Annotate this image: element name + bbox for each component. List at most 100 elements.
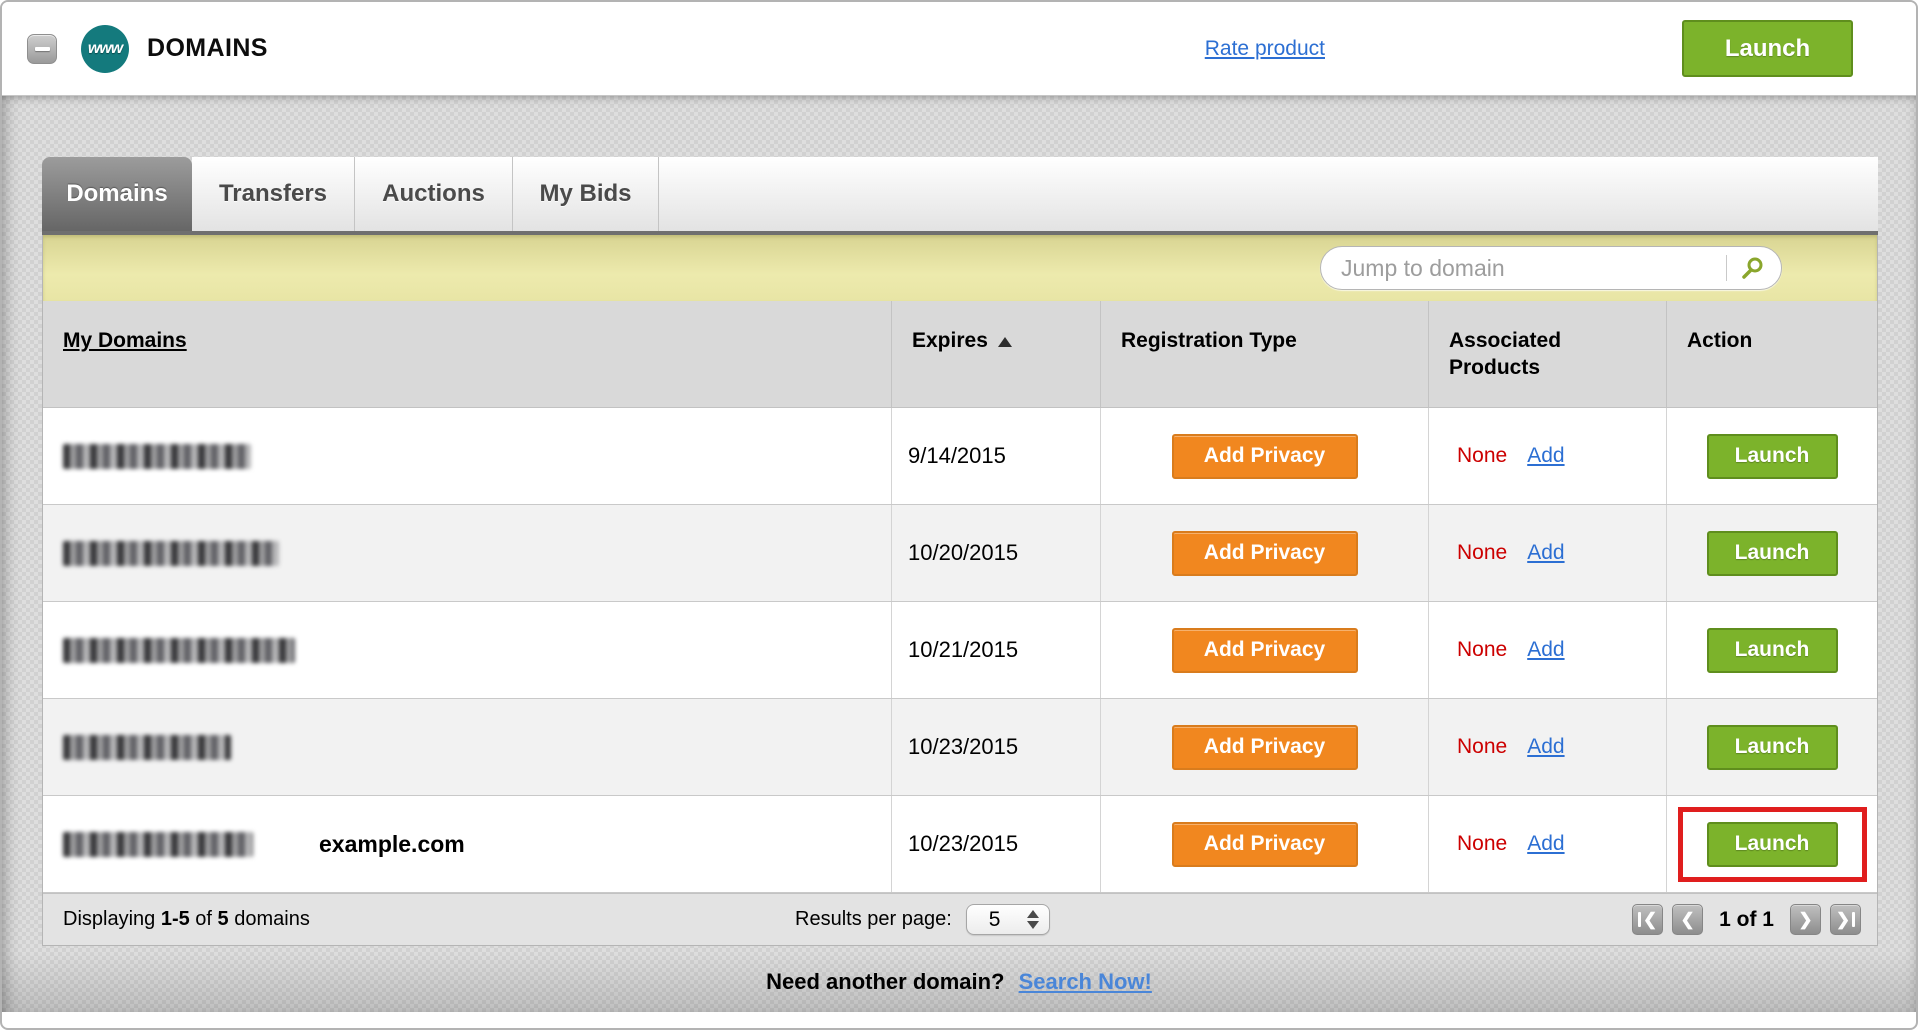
- action-cell: Launch: [1667, 796, 1877, 892]
- table-row: 10/20/2015 Add Privacy None Add Launch: [43, 505, 1877, 602]
- search-now-link[interactable]: Search Now!: [1018, 969, 1152, 994]
- associated-none-value: None: [1457, 735, 1508, 758]
- domains-panel: Domains Transfers Auctions My Bids: [42, 157, 1878, 946]
- action-cell: Launch: [1667, 408, 1877, 504]
- registration-cell: Add Privacy: [1101, 602, 1429, 698]
- search-button[interactable]: [1739, 254, 1767, 282]
- search-input[interactable]: [1341, 254, 1718, 282]
- results-per-page-value: 5: [988, 907, 1001, 931]
- expires-cell: 10/23/2015: [892, 699, 1101, 795]
- page-status: 1 of 1: [1719, 907, 1774, 931]
- previous-page-button[interactable]: ❮: [1672, 904, 1704, 935]
- add-privacy-button[interactable]: Add Privacy: [1171, 530, 1358, 576]
- chevron-right-icon: ❯: [1798, 910, 1813, 929]
- add-product-link[interactable]: Add: [1527, 832, 1565, 855]
- expires-cell: 10/23/2015: [892, 796, 1101, 892]
- associated-cell: None Add: [1429, 408, 1667, 504]
- displaying-label: Displaying: [63, 908, 156, 930]
- page-background: Domains Transfers Auctions My Bids: [2, 96, 1916, 1012]
- action-cell: Launch: [1667, 505, 1877, 601]
- column-header-action: Action: [1687, 329, 1753, 352]
- collapse-button[interactable]: [27, 33, 57, 64]
- domain-cell: example.com: [43, 796, 892, 892]
- row-launch-button[interactable]: Launch: [1706, 433, 1838, 479]
- example-domain-label: example.com: [319, 830, 465, 857]
- first-page-bar-icon: [1638, 912, 1642, 927]
- associated-cell: None Add: [1429, 505, 1667, 601]
- expires-label: Expires: [912, 329, 988, 352]
- associated-cell: None Add: [1429, 796, 1667, 892]
- chevron-left-icon: ❮: [1680, 910, 1695, 929]
- redacted-domain: [63, 637, 295, 663]
- add-product-link[interactable]: Add: [1527, 444, 1565, 467]
- add-privacy-button[interactable]: Add Privacy: [1171, 724, 1358, 770]
- need-domain-text: Need another domain?: [766, 969, 1005, 994]
- domain-cell: [43, 602, 892, 698]
- chevron-left-icon: ❮: [1643, 910, 1658, 929]
- tab-my-bids[interactable]: My Bids: [513, 157, 659, 231]
- first-page-button[interactable]: ❮: [1632, 904, 1664, 935]
- tab-auctions[interactable]: Auctions: [355, 157, 513, 231]
- action-cell: Launch: [1667, 602, 1877, 698]
- table-row: 10/23/2015 Add Privacy None Add Launch: [43, 699, 1877, 796]
- tab-bar-filler: [659, 157, 1878, 231]
- magnifier-icon: [1742, 257, 1763, 279]
- www-domain-icon: www: [81, 24, 129, 73]
- add-privacy-button[interactable]: Add Privacy: [1171, 433, 1358, 479]
- minus-icon: [34, 46, 50, 51]
- add-privacy-button[interactable]: Add Privacy: [1171, 627, 1358, 673]
- registration-cell: Add Privacy: [1101, 408, 1429, 504]
- row-launch-button[interactable]: Launch: [1706, 724, 1838, 770]
- table-row-example-com: example.com 10/23/2015 Add Privacy None A…: [43, 796, 1877, 893]
- column-header-associated-products: Associated Products: [1429, 301, 1667, 407]
- associated-none-value: None: [1457, 444, 1508, 467]
- column-header-registration-type: Registration Type: [1101, 301, 1429, 407]
- red-highlight-box: Launch: [1677, 806, 1867, 882]
- column-header-expires[interactable]: Expires: [892, 301, 1101, 407]
- domain-cell: [43, 505, 892, 601]
- header-launch-button[interactable]: Launch: [1682, 20, 1853, 77]
- associated-none-value: None: [1457, 638, 1508, 661]
- search-toolbar: [43, 235, 1877, 301]
- domain-cell: [43, 408, 892, 504]
- my-domains-sort-link[interactable]: My Domains: [63, 329, 187, 352]
- row-launch-button[interactable]: Launch: [1706, 530, 1838, 576]
- expires-cell: 10/21/2015: [892, 602, 1101, 698]
- registration-cell: Add Privacy: [1101, 796, 1429, 892]
- last-page-button[interactable]: ❯: [1830, 904, 1861, 935]
- rate-product-link[interactable]: Rate product: [1204, 36, 1325, 60]
- table-row: 9/14/2015 Add Privacy None Add Launch: [43, 408, 1877, 505]
- items-label: domains: [234, 908, 310, 930]
- redacted-domain: [63, 540, 279, 566]
- chevron-right-icon: ❯: [1835, 910, 1851, 929]
- displaying-range: 1-5: [160, 908, 190, 930]
- associated-cell: None Add: [1429, 699, 1667, 795]
- select-stepper-icon: [1026, 910, 1039, 929]
- table-footer: Displaying 1-5 of 5 domains Results per …: [43, 893, 1877, 945]
- next-page-button[interactable]: ❯: [1790, 904, 1821, 935]
- tab-transfers[interactable]: Transfers: [192, 157, 355, 231]
- app-header: www DOMAINS Rate product Launch: [2, 2, 1916, 96]
- page-title: DOMAINS: [147, 34, 268, 62]
- table-header-row: My Domains Expires Registration Type Ass…: [43, 301, 1877, 408]
- tab-domains[interactable]: Domains: [42, 157, 192, 231]
- highlighted-launch-button[interactable]: Launch: [1706, 821, 1838, 867]
- add-privacy-button[interactable]: Add Privacy: [1171, 821, 1358, 867]
- of-label: of: [195, 908, 212, 930]
- add-product-link[interactable]: Add: [1527, 735, 1565, 758]
- associated-none-value: None: [1457, 832, 1508, 855]
- panel-body: My Domains Expires Registration Type Ass…: [42, 235, 1878, 946]
- pagination: ❮ ❮ 1 of 1 ❯ ❯: [1632, 904, 1861, 935]
- redacted-domain: [63, 734, 231, 760]
- add-product-link[interactable]: Add: [1527, 541, 1565, 564]
- results-per-page-select[interactable]: 5: [965, 904, 1050, 935]
- redacted-domain: [63, 443, 251, 469]
- row-launch-button[interactable]: Launch: [1706, 627, 1838, 673]
- action-cell: Launch: [1667, 699, 1877, 795]
- jump-to-domain-searchbox: [1320, 246, 1782, 290]
- results-per-page: Results per page: 5: [795, 904, 1050, 935]
- add-product-link[interactable]: Add: [1527, 638, 1565, 661]
- redacted-domain: [63, 831, 253, 857]
- expires-cell: 9/14/2015: [892, 408, 1101, 504]
